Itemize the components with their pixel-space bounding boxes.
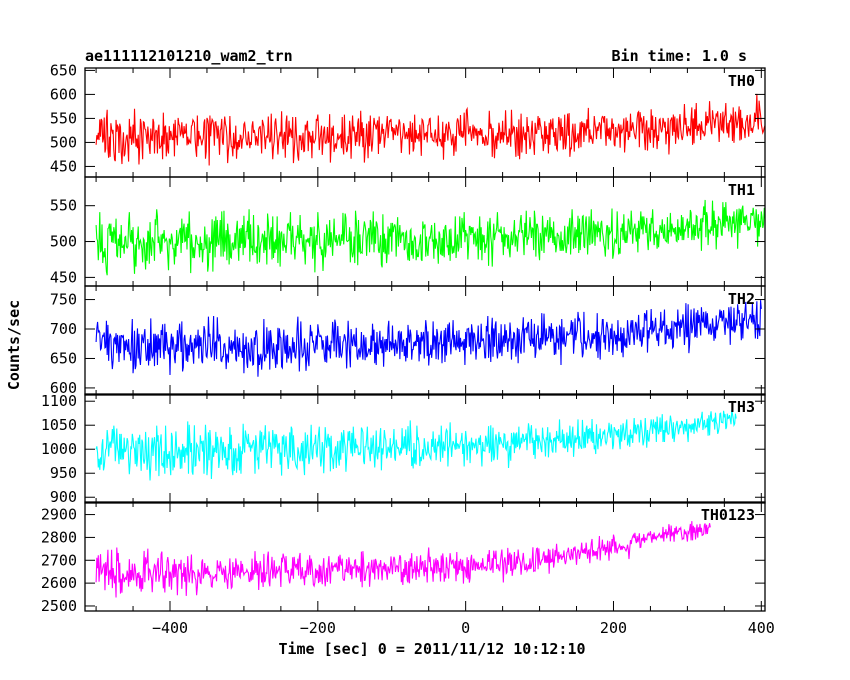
y-tick-label: 2500	[41, 597, 77, 615]
series-name-th1: TH1	[728, 181, 755, 199]
panel-frame	[84, 393, 766, 504]
y-tick-label: 2700	[41, 551, 77, 569]
y-tick-label: 2600	[41, 574, 77, 592]
x-tick-label: 200	[600, 619, 627, 637]
series-name-th2: TH2	[728, 290, 755, 308]
y-tick-label: 450	[50, 157, 77, 175]
y-tick-label: 2800	[41, 528, 77, 546]
y-axis-label: Counts/sec	[5, 300, 23, 390]
y-tick-label: 650	[50, 349, 77, 367]
panel-frame	[84, 501, 766, 612]
y-tick-label: 750	[50, 291, 77, 309]
series-line-th0123	[95, 521, 711, 598]
x-tick-label: −400	[152, 619, 188, 637]
y-tick-label: 600	[50, 379, 77, 397]
series-name-th0: TH0	[728, 72, 755, 90]
x-tick-label: 400	[748, 619, 775, 637]
x-axis: −400 −200 0 200 400	[152, 619, 775, 637]
y-tick-label: 650	[50, 61, 77, 79]
chart-title: ae111112101210_wam2_trn	[85, 47, 293, 65]
y-tick-label: 950	[50, 464, 77, 482]
series-name-th3: TH3	[728, 398, 755, 416]
series-line-th1	[95, 199, 765, 276]
y-tick-label: 450	[50, 268, 77, 286]
series-name-th0123: TH0123	[701, 506, 755, 524]
series-line-th2	[95, 300, 762, 377]
y-tick-label: 1050	[41, 416, 77, 434]
y-tick-label: 2900	[41, 506, 77, 524]
series-line-th0	[95, 93, 765, 166]
panels-group: 450 500 550 600 650 TH0 450 500 550 TH1 600 650 700 7…	[41, 61, 766, 615]
y-tick-label: 550	[50, 197, 77, 215]
panel-frame	[84, 285, 766, 396]
y-tick-label: 900	[50, 488, 77, 506]
y-tick-label: 700	[50, 320, 77, 338]
y-tick-label: 500	[50, 233, 77, 251]
y-tick-label: 550	[50, 109, 77, 127]
x-tick-label: 0	[461, 619, 470, 637]
y-tick-label: 500	[50, 133, 77, 151]
y-tick-label: 1100	[41, 392, 77, 410]
x-tick-label: −200	[300, 619, 336, 637]
y-tick-label: 1000	[41, 440, 77, 458]
bin-time-label: Bin time: 1.0 s	[612, 47, 747, 65]
series-line-th3	[95, 409, 737, 481]
x-axis-label: Time [sec] 0 = 2011/11/12 10:12:10	[278, 640, 585, 658]
y-tick-label: 600	[50, 85, 77, 103]
